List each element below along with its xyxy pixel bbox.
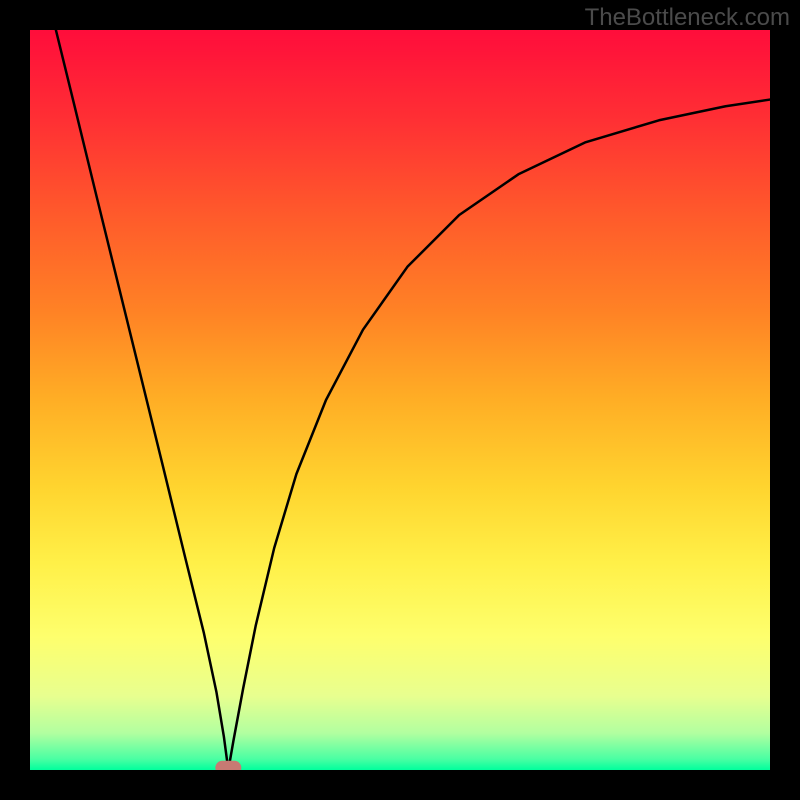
bottleneck-chart xyxy=(0,0,800,800)
gradient-background xyxy=(30,30,770,770)
watermark-text: TheBottleneck.com xyxy=(585,4,790,32)
chart-frame: TheBottleneck.com xyxy=(0,0,800,800)
